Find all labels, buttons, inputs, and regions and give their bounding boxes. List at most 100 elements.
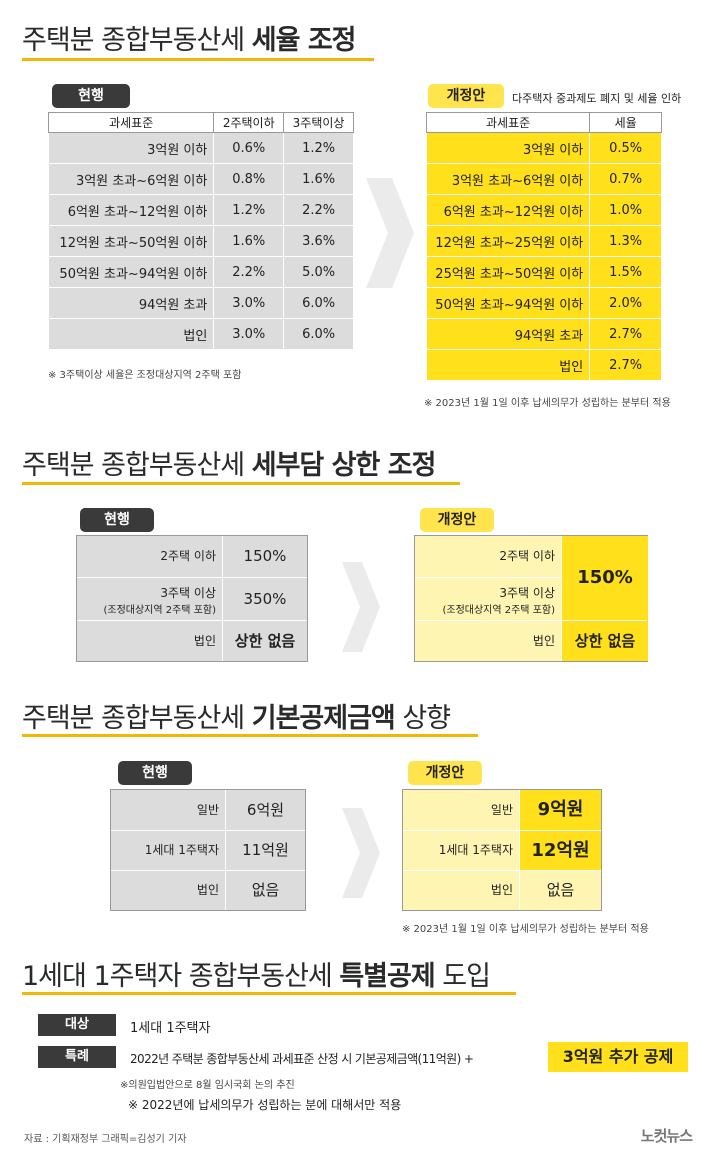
section2-title-bold: 세부담 상한 조정 xyxy=(251,450,437,481)
cell: 5.0% xyxy=(283,256,354,288)
row-label: 1세대 1주택자 xyxy=(144,843,219,857)
section1-title-text: 주택분 종합부동산세 xyxy=(22,25,252,56)
section3-title-bold: 기본공제금액 xyxy=(251,703,396,734)
section1-current-label: 현행 xyxy=(52,84,130,108)
row-label: 3주택 이상 xyxy=(499,586,555,600)
cell: 1.6% xyxy=(283,163,354,195)
row-label: 일반 xyxy=(490,803,513,817)
row-value: 없음 xyxy=(251,881,280,899)
col-header: 과세표준 xyxy=(425,112,591,133)
merged-value: 150% xyxy=(577,567,633,588)
table-row: 50억원 초과~94억원 이하 2.0% xyxy=(425,287,662,319)
chevron-right-icon xyxy=(366,178,414,288)
chevron-right-icon xyxy=(342,808,380,898)
row-value: 상한 없음 xyxy=(574,632,636,650)
cell: 6억원 초과~12억원 이하 xyxy=(47,194,215,226)
section2-title: 주택분 종합부동산세 세부담 상한 조정 xyxy=(22,443,437,482)
row-sublabel: (조정대상지역 2주택 포함) xyxy=(442,605,555,616)
cell: 2.2% xyxy=(283,194,354,226)
table-row: 6억원 초과~12억원 이하 1.0% xyxy=(425,194,662,226)
section3-proposal-label: 개정안 xyxy=(408,761,482,785)
col-header: 과세표준 xyxy=(47,112,215,133)
section2-current-table: 2주택 이하 150% 3주택 이상 (조정대상지역 2주택 포함) 350% … xyxy=(76,535,308,662)
section1-title: 주택분 종합부동산세 세율 조정 xyxy=(22,18,356,57)
cell: 1.3% xyxy=(589,225,662,257)
cell: 94억원 초과 xyxy=(425,318,591,350)
section4-note1: ※의원입법안으로 8월 임시국회 논의 추진 xyxy=(120,1080,295,1091)
cell: 0.7% xyxy=(589,163,662,195)
section1-proposal-subtitle: 다주택자 중과제도 폐지 및 세율 인하 xyxy=(512,92,682,105)
cell: 법인 xyxy=(425,349,591,381)
col-header: 2주택이하 xyxy=(213,112,285,133)
section3-title-post: 상향 xyxy=(394,703,451,734)
section2-underline xyxy=(22,482,460,485)
row-label: 2주택 이하 xyxy=(160,549,216,563)
cell: 0.5% xyxy=(589,132,662,164)
row-sublabel: (조정대상지역 2주택 포함) xyxy=(103,605,216,616)
target-value: 1세대 1주택자 xyxy=(130,1021,211,1036)
section2-proposal-table: 2주택 이하 3주택 이상 (조정대상지역 2주택 포함) 150% 법인 상한… xyxy=(414,535,648,662)
chevron-right-icon xyxy=(342,562,380,652)
section4-title: 1세대 1주택자 종합부동산세 특별공제 도입 xyxy=(22,954,491,993)
section1-proposal-label: 개정안 xyxy=(428,84,504,108)
cell: 3.0% xyxy=(213,287,285,319)
row-label: 3주택 이상 xyxy=(160,586,216,600)
table-row: 6억원 초과~12억원 이하 1.2% 2.2% xyxy=(47,194,354,226)
cell: 2.2% xyxy=(213,256,285,288)
row-label: 1세대 1주택자 xyxy=(438,843,513,857)
cell: 법인 xyxy=(47,318,215,350)
table-row: 94억원 초과 3.0% 6.0% xyxy=(47,287,354,319)
section1-title-bold: 세율 조정 xyxy=(251,25,357,56)
section4-title-bold: 특별공제 xyxy=(339,961,435,992)
cell: 3.6% xyxy=(283,225,354,257)
section1-current-table: 과세표준 2주택이하 3주택이상 3억원 이하 0.6% 1.2% 3억원 초과~6억원… xyxy=(47,112,354,350)
cell: 50억원 초과~94억원 이하 xyxy=(47,256,215,288)
section4-note2: ※ 2022년에 납세의무가 성립하는 분에 대해서만 적용 xyxy=(128,1098,402,1112)
cell: 50억원 초과~94억원 이하 xyxy=(425,287,591,319)
row-value: 6억원 xyxy=(246,801,285,819)
special-label: 특례 xyxy=(38,1046,116,1068)
table-row: 3억원 초과~6억원 이하 0.8% 1.6% xyxy=(47,163,354,195)
table-row: 12억원 초과~25억원 이하 1.3% xyxy=(425,225,662,257)
section1-current-note: ※ 3주택이상 세율은 조정대상지역 2주택 포함 xyxy=(48,370,242,381)
table-row: 3억원 이하 0.5% xyxy=(425,132,662,164)
section3-note: ※ 2023년 1월 1일 이후 납세의무가 성립하는 분부터 적용 xyxy=(402,924,649,935)
row-value: 상한 없음 xyxy=(234,632,296,650)
row-value: 150% xyxy=(243,547,287,565)
table-row: 법인 2.7% xyxy=(425,349,662,381)
cell: 1.0% xyxy=(589,194,662,226)
section4-title-post: 도입 xyxy=(434,961,491,992)
target-label: 대상 xyxy=(38,1014,116,1036)
special-highlight: 3억원 추가 공제 xyxy=(548,1042,688,1072)
cell: 3억원 이하 xyxy=(425,132,591,164)
cell: 3억원 초과~6억원 이하 xyxy=(425,163,591,195)
row-value: 없음 xyxy=(546,881,575,899)
cell: 2.7% xyxy=(589,318,662,350)
row-value: 9억원 xyxy=(537,799,584,820)
row-value: 350% xyxy=(243,590,287,608)
source-credit: 자료 : 기획재정부 그래픽=김성기 기자 xyxy=(24,1134,187,1145)
cell: 1.2% xyxy=(283,132,354,164)
row-label: 2주택 이하 xyxy=(499,549,555,563)
col-header: 3주택이상 xyxy=(283,112,354,133)
table-row: 94억원 초과 2.7% xyxy=(425,318,662,350)
section2-title-text: 주택분 종합부동산세 xyxy=(22,450,252,481)
table-row: 3억원 초과~6억원 이하 0.7% xyxy=(425,163,662,195)
cell: 2.7% xyxy=(589,349,662,381)
cell: 94억원 초과 xyxy=(47,287,215,319)
cell: 6.0% xyxy=(283,318,354,350)
section4-underline xyxy=(22,992,516,995)
section2-proposal-label: 개정안 xyxy=(420,508,494,532)
row-label: 법인 xyxy=(196,883,219,897)
table-row: 12억원 초과~50억원 이하 1.6% 3.6% xyxy=(47,225,354,257)
cell: 0.6% xyxy=(213,132,285,164)
cell: 25억원 초과~50억원 이하 xyxy=(425,256,591,288)
table-row: 50억원 초과~94억원 이하 2.2% 5.0% xyxy=(47,256,354,288)
section3-proposal-table: 일반 9억원 1세대 1주택자 12억원 법인 없음 xyxy=(402,789,602,911)
cell: 12억원 초과~50억원 이하 xyxy=(47,225,215,257)
cell: 3.0% xyxy=(213,318,285,350)
publisher-logo: 노컷뉴스 xyxy=(640,1127,693,1145)
row-value: 11억원 xyxy=(242,841,289,859)
section3-title-text: 주택분 종합부동산세 xyxy=(22,703,252,734)
table-row: 25억원 초과~50억원 이하 1.5% xyxy=(425,256,662,288)
